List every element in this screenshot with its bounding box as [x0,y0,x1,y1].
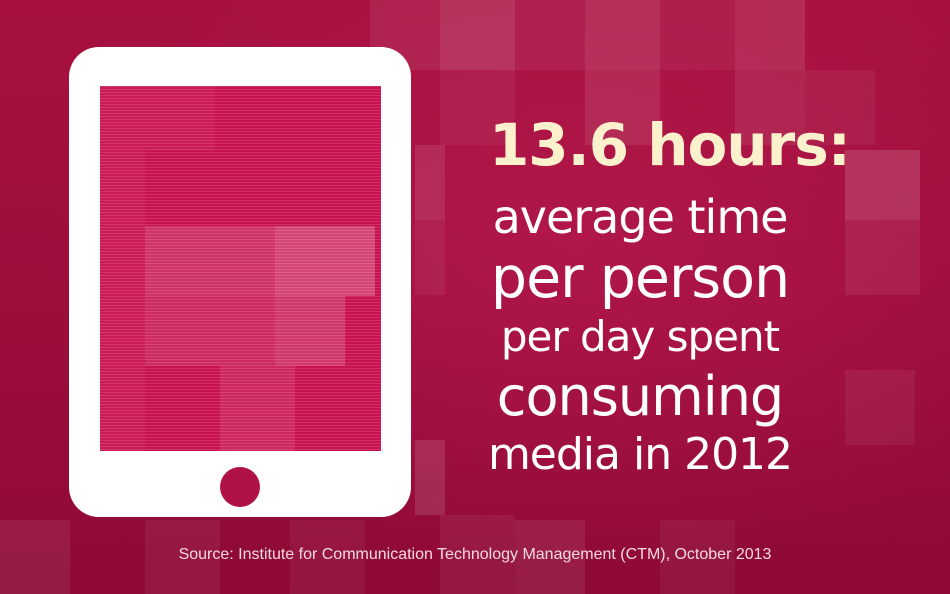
source-citation: Source: Institute for Communication Tech… [178,546,772,563]
subtext-line-5: media in 2012 [487,429,793,480]
background-tile [735,70,805,145]
background-tile [440,0,515,70]
screen-tile [275,296,345,366]
background-tile [805,70,875,145]
subtext-line-2: per person [490,245,790,311]
screen-tile [145,226,275,296]
background-tile [585,70,660,145]
background-tile [440,515,515,594]
subtext-line-4: consuming [496,365,784,428]
background-tile [415,220,445,295]
subtext-line-3: per day spent [500,312,780,361]
background-tile [290,520,365,594]
background-tile [415,440,445,515]
background-tile [515,0,585,70]
background-tile [845,150,920,220]
tablet-icon [69,47,411,517]
screen-tile [100,86,145,451]
screen-scanlines [100,86,381,451]
background-tile [660,520,735,594]
screen-tile [145,86,215,151]
tablet-home-button [220,467,260,507]
background-tile [585,0,660,70]
background-tile [145,520,220,594]
screen-tile [275,226,375,296]
background-tile [660,0,735,70]
background-tile [415,145,445,220]
background-tile [735,0,805,70]
headline-stat: 13.6 hours: [488,111,851,179]
background-tile [440,70,515,145]
background-tile [845,220,920,295]
screen-tile [220,366,295,451]
background-tile [0,520,70,594]
subtext-line-1: average time [492,190,789,244]
tablet-screen [100,86,381,451]
background-tile [515,520,585,594]
screen-tile [145,296,275,366]
background-tile [845,370,915,445]
